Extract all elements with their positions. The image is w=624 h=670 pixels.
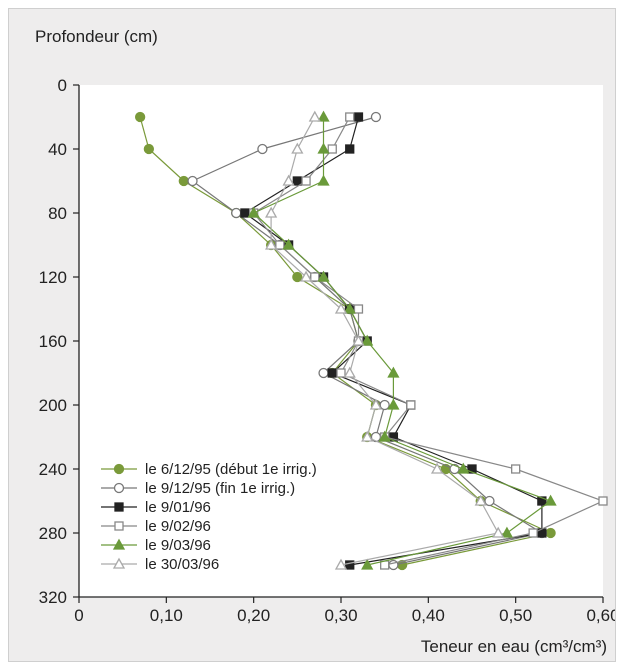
series-4-point — [345, 112, 355, 122]
series-3-point — [353, 112, 364, 122]
y-tick-label: 120 — [39, 268, 67, 287]
x-tick-label: 0,40 — [412, 606, 445, 625]
series-1-point — [292, 271, 303, 283]
series-6-point — [430, 462, 444, 474]
chart-panel: Profondeur (cm) Teneur en eau (cm³/cm³) … — [8, 8, 616, 662]
x-tick-label: 0,20 — [237, 606, 270, 625]
series-6-point — [334, 302, 348, 314]
series-2-point — [318, 367, 329, 379]
series-5-point — [317, 142, 330, 154]
chart-svg: 0 40 80 120 160 200 240 280 320 0 0,10 0,20 0,30 0,40… — [39, 76, 615, 625]
series-3-point — [327, 368, 337, 378]
series-2-point — [370, 111, 382, 123]
series-5-point — [317, 174, 330, 186]
series-6-point — [291, 142, 304, 154]
x-tick-label: 0,30 — [324, 606, 357, 625]
series-5-point — [387, 366, 400, 378]
series-6-point — [265, 238, 278, 250]
series-6-point — [343, 366, 356, 378]
series-4-point — [511, 464, 521, 474]
series-5-point — [378, 430, 391, 442]
series-4-point — [528, 528, 538, 538]
y-tick-label: 80 — [48, 204, 67, 223]
x-tick-label: 0,50 — [499, 606, 532, 625]
series-5-point — [343, 302, 356, 314]
series-6-point — [308, 110, 321, 122]
x-tick-label: 0 — [74, 606, 83, 625]
legend-marker-5 — [112, 538, 126, 550]
series-5-point — [361, 334, 374, 346]
series-6-point — [265, 206, 278, 218]
series-1-point — [178, 175, 189, 187]
series-3-point — [537, 496, 547, 506]
series-2-point — [187, 175, 198, 187]
x-tick-label: 0,60 — [586, 606, 615, 625]
series-6-point — [299, 270, 313, 282]
series-6-point — [369, 398, 383, 410]
series-6-point — [474, 494, 487, 506]
series-4-point — [275, 240, 285, 250]
legend-label-4: le 9/02/96 — [145, 518, 211, 535]
series-3-point — [467, 464, 477, 474]
y-tick-label: 160 — [39, 332, 67, 351]
legend-marker-1 — [113, 463, 125, 475]
legend-label-6: le 30/03/96 — [145, 556, 219, 573]
y-tick-label: 280 — [39, 524, 67, 543]
series-6-point — [282, 174, 295, 186]
series-5-point — [387, 398, 400, 410]
y-tick-label: 320 — [39, 588, 67, 607]
series-5-point — [282, 238, 295, 250]
series-6-point — [492, 526, 505, 538]
series-4-point — [301, 176, 311, 186]
series-4-point — [406, 400, 416, 410]
series-5-point — [361, 558, 374, 570]
legend-marker-6 — [112, 557, 126, 569]
series-2-point — [484, 495, 495, 507]
series-2-point — [379, 399, 390, 411]
series-1-point — [134, 111, 146, 123]
series-4-point — [336, 368, 346, 378]
series-6-point — [352, 334, 365, 346]
y-tick-label: 0 — [58, 76, 67, 95]
legend-marker-4 — [114, 521, 124, 531]
series-5-point — [457, 462, 470, 474]
series-5-point — [544, 494, 557, 506]
legend-label-5: le 9/03/96 — [145, 537, 211, 554]
series-4-point — [353, 304, 364, 314]
series-3-point — [292, 176, 302, 186]
series-5-point — [247, 206, 260, 218]
y-tick-label: 200 — [39, 396, 67, 415]
series-2-point — [231, 207, 242, 219]
legend-marker-3 — [114, 502, 124, 512]
series-3-point — [345, 560, 355, 570]
y-axis-label: Profondeur (cm) — [35, 27, 158, 46]
x-axis-label: Teneur en eau (cm³/cm³) — [420, 637, 607, 656]
x-tick-label: 0,10 — [150, 606, 183, 625]
series-2-point — [257, 143, 268, 155]
series-5-point — [500, 526, 514, 538]
y-tick-label: 40 — [48, 140, 67, 159]
legend-label-3: le 9/01/96 — [145, 499, 211, 516]
series-6-point — [334, 558, 348, 570]
series-3-point — [240, 208, 250, 218]
legend-label-1: le 6/12/95 (début 1e irrig.) — [145, 461, 317, 478]
plot-area — [79, 85, 603, 597]
y-tick-label: 240 — [39, 460, 67, 479]
series-3-point — [345, 144, 355, 154]
series-1-point — [143, 143, 155, 155]
series-4-point — [327, 144, 337, 154]
series-5-point — [317, 110, 330, 122]
series-4-point — [310, 272, 320, 282]
series-4-point — [598, 496, 608, 506]
series-1-point — [545, 527, 556, 539]
legend-label-2: le 9/12/95 (fin 1e irrig.) — [145, 480, 295, 497]
series-5-point — [317, 270, 330, 282]
legend-marker-2 — [113, 482, 125, 494]
series-6-point — [361, 430, 374, 442]
